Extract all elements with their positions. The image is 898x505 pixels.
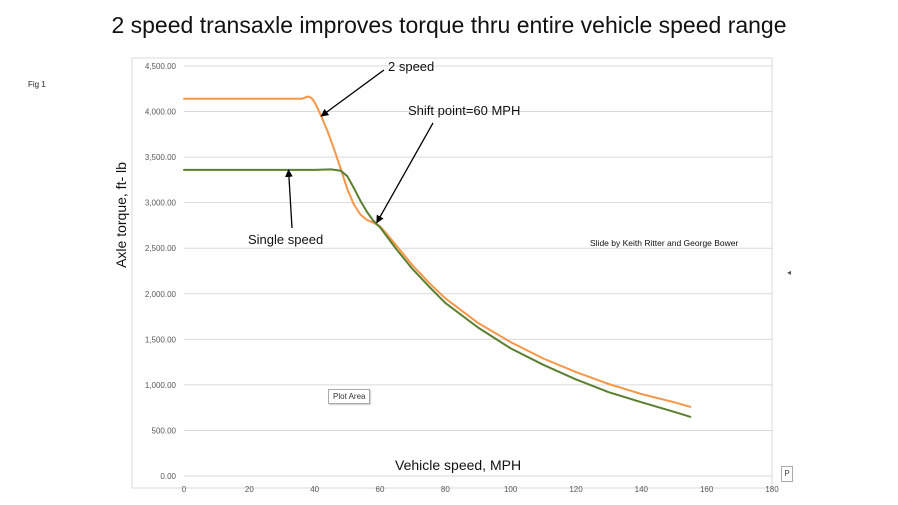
x-tick-label: 20 <box>245 485 254 494</box>
two-speed-line <box>183 95 692 408</box>
y-tick-label: 0.00 <box>160 472 176 481</box>
chart-area-border <box>131 57 773 489</box>
x-tick-label: 160 <box>700 485 714 494</box>
annotation-shift-point: Shift point=60 MPH <box>408 103 521 118</box>
y-tick-label: 2,000.00 <box>145 290 177 299</box>
x-tick-label: 100 <box>504 485 518 494</box>
figure-label: Fig 1 <box>28 80 46 89</box>
x-axis-title: Vehicle speed, MPH <box>395 457 522 473</box>
arrow-single-speed <box>285 169 293 229</box>
y-tick-label: 1,500.00 <box>145 335 177 344</box>
single-speed-line <box>183 168 692 418</box>
gridlines <box>184 65 772 477</box>
x-tick-label: 140 <box>635 485 649 494</box>
x-tick-label: 60 <box>376 485 385 494</box>
series-lines <box>183 95 692 418</box>
annotation-single-speed: Single speed <box>248 232 324 247</box>
y-tick-labels: 0.00 500.00 1,000.00 1,500.00 2,000.00 2,500.… <box>145 62 177 481</box>
y-tick-label: 1,000.00 <box>145 381 177 390</box>
annotation-arrows <box>285 69 434 229</box>
slide-title: 2 speed transaxle improves torque thru e… <box>111 12 787 38</box>
y-tick-label: 3,500.00 <box>145 153 177 162</box>
y-tick-label: 4,000.00 <box>145 108 177 117</box>
x-tick-label: 80 <box>441 485 450 494</box>
y-tick-label: 3,000.00 <box>145 199 177 208</box>
plot-area-tooltip: Plot Area <box>328 389 371 404</box>
y-tick-label: 4,500.00 <box>145 62 177 71</box>
x-tick-labels: 0 20 40 60 80 100 120 140 160 180 <box>182 485 779 494</box>
chart-side-handle[interactable]: ◂ <box>787 268 792 277</box>
slide-credit: Slide by Keith Ritter and George Bower <box>590 238 739 248</box>
x-tick-label: 40 <box>310 485 319 494</box>
x-tick-label: 180 <box>765 485 779 494</box>
y-tick-label: 2,500.00 <box>145 244 177 253</box>
y-tick-label: 500.00 <box>152 426 177 435</box>
annotation-2-speed: 2 speed <box>388 59 435 74</box>
x-tick-label: 120 <box>569 485 583 494</box>
arrow-2-speed <box>320 69 385 117</box>
x-tick-label: 0 <box>182 485 187 494</box>
chart-resize-handle[interactable]: P <box>781 466 793 482</box>
arrow-shift-point <box>376 122 434 224</box>
